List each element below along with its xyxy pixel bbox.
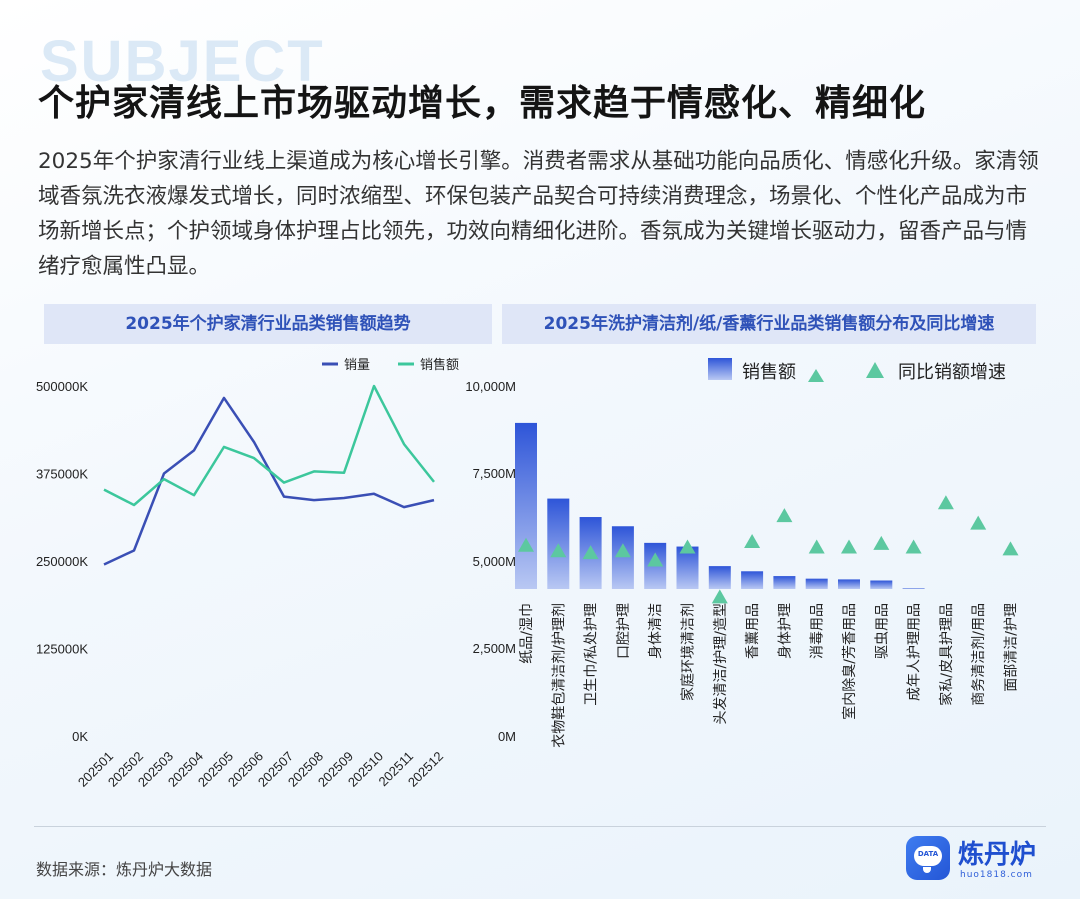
legend-extra-triangle — [808, 369, 824, 382]
growth-triangle — [582, 545, 599, 560]
bar-category-label: 衣物鞋包清洁剂/护理剂 — [551, 603, 567, 748]
bar-category-label: 家庭环境清洁剂 — [680, 603, 697, 701]
bar-y-tick: 0M — [498, 729, 516, 744]
growth-triangle — [808, 539, 825, 554]
bar-sales — [805, 578, 828, 589]
bar-sales — [838, 579, 860, 589]
growth-triangle — [550, 543, 567, 558]
bar-sales — [870, 580, 893, 589]
growth-triangle — [744, 534, 761, 549]
bar-category-label: 香薰用品 — [745, 603, 761, 659]
bar-y-tick: 7,500M — [473, 466, 516, 481]
bar-category-label: 纸品/湿巾 — [519, 603, 535, 664]
legend-label-volume: 销量 — [344, 358, 370, 373]
legend-label-sales: 销售额 — [420, 357, 459, 373]
bar-category-label: 驱虫用品 — [874, 603, 890, 659]
growth-triangle — [970, 515, 987, 530]
growth-triangle — [518, 537, 534, 552]
bar-category-label: 面部清洁/护理 — [1004, 603, 1020, 692]
growth-triangle — [614, 543, 631, 558]
logo-name: 炼丹炉 — [958, 840, 1037, 870]
line-y-tick: 125000K — [36, 642, 88, 657]
growth-triangle — [647, 552, 664, 567]
bar-category-label: 商务清洁剂/用品 — [971, 603, 987, 706]
brand-logo: DATA 炼丹炉 huo1818.com — [906, 834, 1052, 886]
intro-paragraph: 2025年个护家清行业线上渠道成为核心增长引擎。消费者需求从基础功能向品质化、情… — [38, 149, 1039, 279]
bar-sales — [741, 571, 764, 589]
legend-label-growth: 同比销额增速 — [898, 362, 1006, 383]
line-y-tick: 375000K — [36, 467, 88, 482]
bar-y-tick: 10,000M — [465, 379, 516, 394]
growth-triangle — [711, 589, 728, 604]
growth-triangle — [905, 539, 922, 554]
series-line-sales — [103, 384, 435, 507]
bar-category-label: 家私/皮具护理品 — [938, 603, 955, 706]
bar-sales — [773, 576, 796, 589]
line-y-tick: 0K — [72, 729, 88, 744]
bar-chart-title: 2025年洗护清洁剂/纸/香薰行业品类销售额分布及同比增速 — [502, 304, 1036, 344]
line-chart-title: 2025年个护家清行业品类销售额趋势 — [44, 304, 492, 344]
bar-category-label: 卫生巾/私处护理 — [584, 603, 600, 706]
growth-triangle — [1002, 541, 1019, 556]
bar-category-label: 室内除臭/芳香用品 — [841, 603, 858, 720]
bar-category-label: 身体清洁 — [648, 603, 664, 659]
bar-y-tick: 2,500M — [473, 641, 516, 656]
bar-category-label: 头发清洁/护理/造型 — [713, 603, 729, 724]
legend-label-sales-bar: 销售额 — [742, 362, 796, 383]
bar-sales — [611, 526, 634, 589]
logo-badge: DATA — [917, 850, 939, 858]
series-line-volume — [103, 396, 435, 566]
bar-y-tick: 5,000M — [473, 554, 516, 569]
bar-sales — [902, 588, 925, 589]
growth-triangle — [873, 535, 890, 550]
logo-icon: DATA — [906, 836, 950, 880]
bar-sales — [708, 566, 731, 589]
bar-category-label: 消毒用品 — [810, 603, 826, 659]
legend-swatch-growth — [866, 362, 884, 378]
bar-category-label: 口腔护理 — [616, 603, 632, 659]
data-source: 数据来源：炼丹炉大数据 — [36, 860, 213, 879]
growth-triangle — [679, 539, 696, 554]
line-y-tick: 250000K — [36, 554, 88, 569]
bar-category-label: 成年人护理用品 — [907, 603, 923, 701]
subject-watermark: SUBJECT — [40, 29, 325, 94]
page-title: 个护家清线上市场驱动增长，需求趋于情感化、精细化 — [38, 83, 927, 124]
bar-sales — [676, 546, 699, 589]
line-y-tick: 500000K — [36, 379, 88, 394]
logo-url: huo1818.com — [960, 870, 1033, 880]
growth-triangle — [937, 495, 954, 510]
legend-swatch-sales-bar — [708, 358, 732, 380]
growth-triangle — [776, 508, 793, 523]
bar-category-label: 身体护理 — [777, 603, 793, 659]
footer-divider — [34, 826, 1046, 827]
growth-triangle — [841, 539, 857, 554]
bar-sales — [515, 422, 537, 589]
